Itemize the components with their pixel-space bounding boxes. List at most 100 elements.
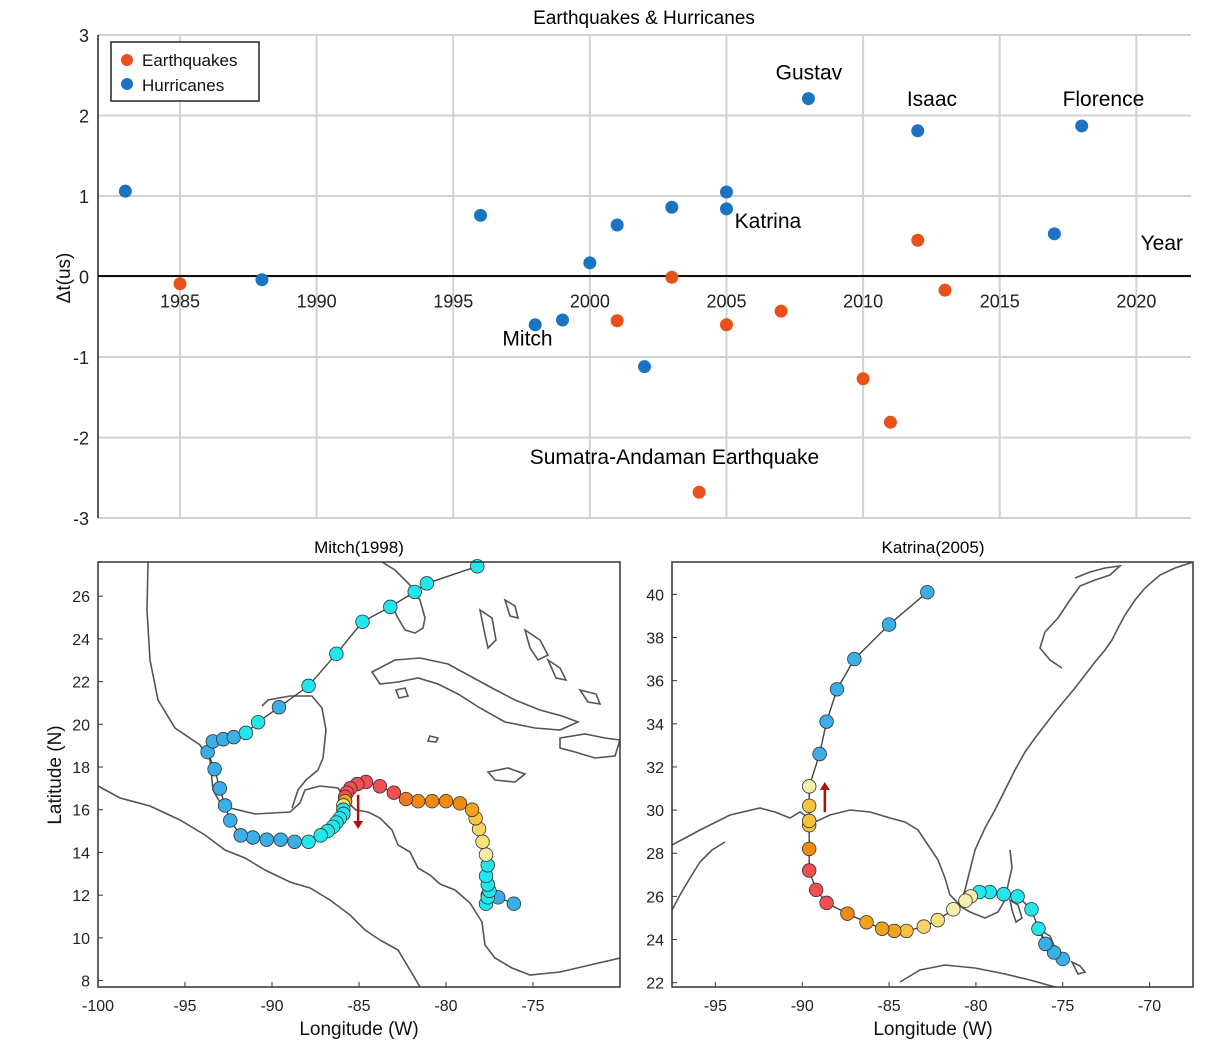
scatter-x-tick-label: 1995 (433, 292, 473, 312)
katrina-track-point (801, 813, 817, 829)
mitch-coast-hispaniola (559, 733, 620, 759)
scatter-x-tick-labels: 1985 1990 1995 2000 2005 2010 2015 2020 (160, 292, 1156, 312)
mitch-coast-cuba (370, 657, 581, 731)
mitch-track-point (287, 834, 302, 849)
katrina-track-point (881, 617, 897, 632)
earthquake-point (692, 485, 706, 499)
mitch-y-tick-label: 14 (72, 845, 90, 862)
hurricane-point (665, 200, 679, 214)
katrina-y-tick-label: 32 (646, 760, 664, 777)
hurricane-point (1047, 227, 1061, 241)
mitch-x-tick-label: -85 (347, 998, 370, 1015)
mitch-coastlines (98, 562, 620, 987)
earthquake-point (610, 314, 624, 328)
katrina-track-point (916, 919, 932, 934)
mitch-track-point (223, 813, 238, 828)
scatter-legend: Earthquakes Hurricanes (110, 41, 260, 102)
mitch-y-axis-label: Latitude (N) (45, 725, 66, 824)
mitch-track-point (478, 847, 494, 862)
earthquake-point (173, 277, 187, 291)
katrina-y-tick-label: 40 (646, 587, 664, 604)
mitch-y-tick-label: 10 (72, 931, 90, 948)
earthquake-point (883, 415, 897, 429)
mitch-y-tick-label: 20 (72, 717, 90, 734)
scatter-x-tick-label: 1985 (160, 292, 200, 312)
earthquake-point (665, 270, 679, 284)
mitch-track-point (419, 576, 435, 591)
katrina-track-point (930, 912, 945, 928)
mitch-x-tick-labels: -100 -95 -90 -85 -80 -75 (82, 982, 545, 1015)
mitch-arrow-head (353, 820, 364, 829)
mitch-coast-isle-of-youth (394, 687, 410, 699)
mitch-track-point (329, 646, 344, 662)
scatter-x-axis-label: Year (1141, 232, 1183, 255)
hurricane-point (638, 360, 651, 374)
katrina-map-title: Katrina(2005) (881, 538, 984, 557)
legend-hurricanes-label: Hurricanes (142, 76, 224, 95)
hurricane-point (610, 218, 624, 232)
hurricane-point (474, 208, 488, 222)
earthquake-point (938, 283, 952, 297)
katrina-track-point (847, 651, 862, 667)
annotation-florence: Florence (1063, 88, 1145, 111)
mitch-x-axis-label: Longitude (W) (299, 1019, 418, 1040)
mitch-track-point (301, 834, 316, 849)
mitch-x-tick-label: -95 (173, 998, 196, 1015)
katrina-track-point (1031, 921, 1046, 936)
mitch-track-point (226, 729, 241, 745)
scatter-y-axis-label: Δt(us) (54, 253, 75, 304)
mitch-x-tick-label: -80 (434, 998, 457, 1015)
hurricane-point (801, 92, 815, 106)
mitch-track-point (271, 700, 287, 715)
mitch-track-point (259, 832, 274, 847)
mitch-y-tick-label: 16 (72, 803, 90, 820)
earthquake-point (911, 233, 925, 247)
katrina-x-tick-label: -90 (791, 998, 814, 1015)
mitch-x-tick-label: -100 (82, 998, 114, 1015)
mitch-y-tick-label: 8 (81, 974, 90, 991)
mitch-track-point (398, 791, 414, 807)
legend-earthquakes-label: Earthquakes (142, 51, 237, 70)
katrina-coast-northeast (1039, 564, 1123, 669)
mitch-coast-central-america (98, 785, 421, 987)
mitch-y-tick-label: 24 (72, 632, 90, 649)
scatter-x-tick-label: 2005 (706, 292, 746, 312)
katrina-y-tick-label: 26 (646, 889, 664, 906)
katrina-track-point (946, 902, 961, 917)
mitch-track-point (424, 793, 440, 809)
mitch-map-title: Mitch(1998) (314, 538, 404, 557)
katrina-track-point (829, 682, 845, 697)
scatter-x-tick-label: 2000 (570, 292, 610, 312)
katrina-track-point (801, 841, 817, 857)
mitch-track-point (233, 828, 248, 843)
mitch-track-point (238, 725, 254, 741)
mitch-y-tick-label: 22 (72, 675, 90, 692)
katrina-arrow-head (819, 782, 830, 791)
annotation-isaac: Isaac (907, 88, 957, 111)
mitch-y-tick-label: 18 (72, 760, 90, 777)
katrina-coast-mexico (672, 841, 726, 911)
legend-box (110, 41, 260, 102)
katrina-x-tick-label: -95 (704, 998, 727, 1015)
mitch-track-point (355, 614, 370, 629)
earthquake-point (856, 372, 870, 386)
annotation-gustav: Gustav (776, 61, 843, 84)
hurricane-point (118, 184, 132, 198)
mitch-coast-cayman (426, 735, 440, 743)
mitch-coast-florida (381, 562, 426, 634)
katrina-y-tick-label: 30 (646, 803, 664, 820)
scatter-x-tick-label: 2010 (843, 292, 883, 312)
hurricane-point (719, 202, 733, 216)
annotation-mitch: Mitch (502, 328, 552, 351)
katrina-track-point (801, 798, 817, 813)
mitch-plot-area (98, 562, 620, 987)
mitch-track-point (313, 828, 328, 843)
katrina-track-point (819, 895, 834, 911)
mitch-track-point (452, 796, 468, 811)
katrina-y-tick-label: 36 (646, 674, 664, 691)
earthquake-point (774, 304, 788, 318)
scatter-gridlines (98, 34, 1191, 519)
katrina-track-point (1024, 902, 1039, 917)
katrina-y-tick-label: 38 (646, 631, 664, 648)
